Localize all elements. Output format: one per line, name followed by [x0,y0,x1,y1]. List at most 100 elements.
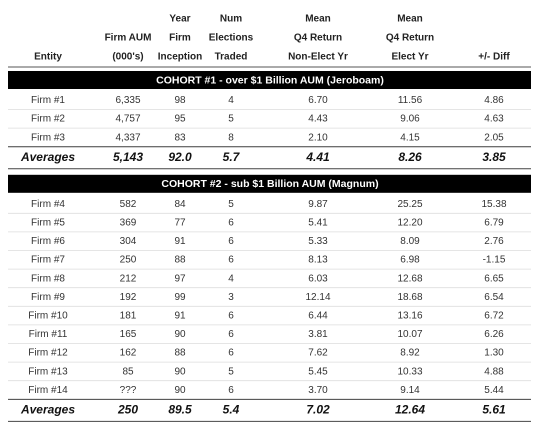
cell: 4,337 [115,132,140,143]
average-cell: 92.0 [168,150,192,164]
cell: 84 [174,199,186,210]
cell: 98 [174,95,186,106]
cell: 6 [228,385,234,396]
cell: 4 [228,273,234,284]
cell: 369 [120,218,137,229]
cell: 4.63 [484,114,504,125]
cell: 6,335 [115,95,140,106]
header-label: Elect Yr [391,52,428,63]
cell: Firm #8 [31,273,65,284]
cell: 4.43 [308,114,328,125]
header-label: Entity [34,52,62,63]
cell: 88 [174,255,186,266]
cell: 6 [228,329,234,340]
header-label: Mean [305,14,331,25]
cell: 192 [120,292,137,303]
cell: 95 [174,114,186,125]
cell: 250 [120,255,137,266]
cell: 6.03 [308,273,328,284]
cell: Firm #3 [31,132,65,143]
cell: 6.44 [308,311,328,322]
cell: 9.06 [400,114,420,125]
cell: 6.54 [484,292,504,303]
cell: Firm #13 [28,366,68,377]
cell: Firm #2 [31,114,65,125]
cell: 6.65 [484,273,504,284]
cell: 8 [228,132,234,143]
cell: Firm #14 [28,385,68,396]
header-label: Non-Elect Yr [288,52,348,63]
cell: 13.16 [397,311,422,322]
header-label: Inception [158,52,202,63]
cell: Firm #5 [31,218,65,229]
average-cell: Averages [20,403,75,417]
average-cell: 7.02 [306,403,330,417]
cell: 4,757 [115,114,140,125]
average-cell: 4.41 [305,150,330,164]
average-cell: 5.4 [223,403,240,417]
header-label: Firm [169,33,191,44]
cell: 97 [174,273,186,284]
header-label: Mean [397,14,423,25]
cell: Firm #7 [31,255,65,266]
cell: 165 [120,329,137,340]
cell: 8.13 [308,255,328,266]
cell: 4.15 [400,132,420,143]
cell: 7.62 [308,348,328,359]
cell: 3.81 [308,329,328,340]
header-label: Year [169,14,190,25]
cell: 9.14 [400,385,420,396]
cell: 162 [120,348,137,359]
header-label: Traded [215,52,248,63]
header-label: Elections [209,33,254,44]
cell: Firm #12 [28,348,68,359]
cell: 304 [120,236,137,247]
cell: 91 [174,311,186,322]
cell: 3 [228,292,234,303]
cell: Firm #4 [31,199,65,210]
cell: 582 [120,199,137,210]
cell: ??? [120,385,137,396]
cell: Firm #10 [28,311,68,322]
cell: 5.41 [308,218,328,229]
cell: 2.05 [484,132,504,143]
cohort-title: COHORT #1 - over $1 Billion AUM (Jeroboa… [156,74,384,86]
cell: 5.33 [308,236,328,247]
cell: 6.72 [484,311,504,322]
cell: 11.56 [398,95,423,106]
cell: 6.98 [400,255,420,266]
cell: 6 [228,218,234,229]
cell: 18.68 [397,292,422,303]
average-cell: 5.61 [482,403,506,417]
cell: 77 [174,218,186,229]
cell: 6 [228,348,234,359]
cell: 212 [120,273,137,284]
cell: 91 [174,236,186,247]
cell: 5 [228,199,234,210]
cell: 8.92 [400,348,420,359]
cell: 90 [174,329,186,340]
cell: 5 [228,114,234,125]
cohort-bar [8,174,531,193]
header-label: +/- Diff [478,52,510,63]
cell: 10.33 [397,366,422,377]
cell: 90 [174,385,186,396]
header-label: Firm AUM [105,33,152,44]
cell: 12.68 [397,273,422,284]
cell: Firm #11 [29,329,68,340]
average-cell: 5,143 [113,150,143,164]
cohort-title: COHORT #2 - sub $1 Billion AUM (Magnum) [161,178,378,190]
cell: 4.88 [484,366,504,377]
cell: 8.09 [400,236,420,247]
average-cell: 5.7 [223,150,241,164]
cell: 4.86 [484,95,504,106]
cell: 6 [228,236,234,247]
header-label: (000's) [112,52,143,63]
cell: 90 [174,366,186,377]
cell: 5.45 [308,366,328,377]
header-label: Q4 Return [294,33,342,44]
average-cell: Averages [20,150,75,164]
average-cell: 89.5 [168,403,192,417]
cell: 12.14 [305,292,330,303]
